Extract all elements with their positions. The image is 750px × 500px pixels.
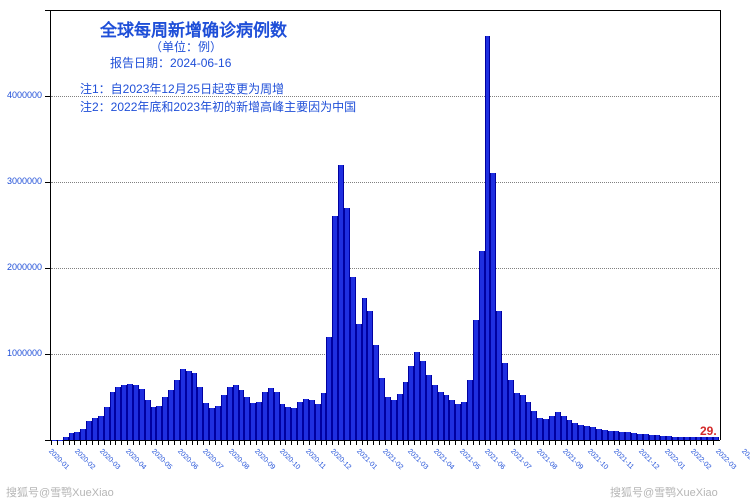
x-tick-label: 2020-01 xyxy=(52,448,70,466)
x-tick-label: 2021-04 xyxy=(437,448,455,466)
x-tick-label: 2020-04 xyxy=(129,448,147,466)
y-tick xyxy=(45,354,50,355)
y-tick xyxy=(45,440,50,441)
report-date: 报告日期：2024-06-16 xyxy=(110,54,231,71)
x-tick-label: 2022-01 xyxy=(668,448,686,466)
x-tick xyxy=(713,440,719,445)
x-tick-label: 2020-05 xyxy=(155,448,173,466)
x-tick-label: 2021-03 xyxy=(411,448,429,466)
y-tick xyxy=(45,182,50,183)
x-tick-label: 2021-10 xyxy=(591,448,609,466)
x-tick-label: 2022-04 xyxy=(745,448,750,466)
x-tick-label: 2020-07 xyxy=(206,448,224,466)
x-tick-label: 2020-10 xyxy=(283,448,301,466)
watermark-right: 搜狐号@雪鹗XueXiao xyxy=(610,484,718,500)
x-tick-label: 2020-03 xyxy=(103,448,121,466)
bar-series xyxy=(51,10,719,440)
x-tick-label: 2020-02 xyxy=(78,448,96,466)
y-tick-label: 1000000 xyxy=(0,348,42,358)
note-2: 注2：2022年底和2023年初的新增高峰主要因为中国 xyxy=(80,98,356,115)
x-tick-label: 2021-07 xyxy=(514,448,532,466)
note-1: 注1：自2023年12月25日起变更为周增 xyxy=(80,80,284,97)
x-tick-label: 2021-06 xyxy=(488,448,506,466)
x-tick-label: 2022-03 xyxy=(719,448,737,466)
x-tick-label: 2021-05 xyxy=(463,448,481,466)
y-tick-label: 3000000 xyxy=(0,176,42,186)
last-value-label: 29. xyxy=(700,424,717,438)
x-tick-label: 2020-08 xyxy=(232,448,250,466)
x-tick-label: 2021-11 xyxy=(617,448,635,466)
y-tick-label: 2000000 xyxy=(0,262,42,272)
x-tick-label: 2022-02 xyxy=(694,448,712,466)
x-tick-label: 2021-08 xyxy=(540,448,558,466)
x-tick-label: 2020-06 xyxy=(181,448,199,466)
x-tick-label: 2020-11 xyxy=(309,448,327,466)
y-tick-label: 4000000 xyxy=(0,90,42,100)
unit-label: （单位：例） xyxy=(150,38,222,55)
x-tick-label: 2020-09 xyxy=(258,448,276,466)
x-tick-label: 2021-09 xyxy=(566,448,584,466)
watermark-left: 搜狐号@雪鹗XueXiao xyxy=(6,484,114,500)
y-tick xyxy=(45,10,50,11)
x-tick-label: 2021-02 xyxy=(386,448,404,466)
y-tick xyxy=(45,268,50,269)
x-tick-label: 2020-12 xyxy=(334,448,352,466)
x-tick-label: 2021-12 xyxy=(642,448,660,466)
y-tick xyxy=(45,96,50,97)
x-tick-label: 2021-01 xyxy=(360,448,378,466)
